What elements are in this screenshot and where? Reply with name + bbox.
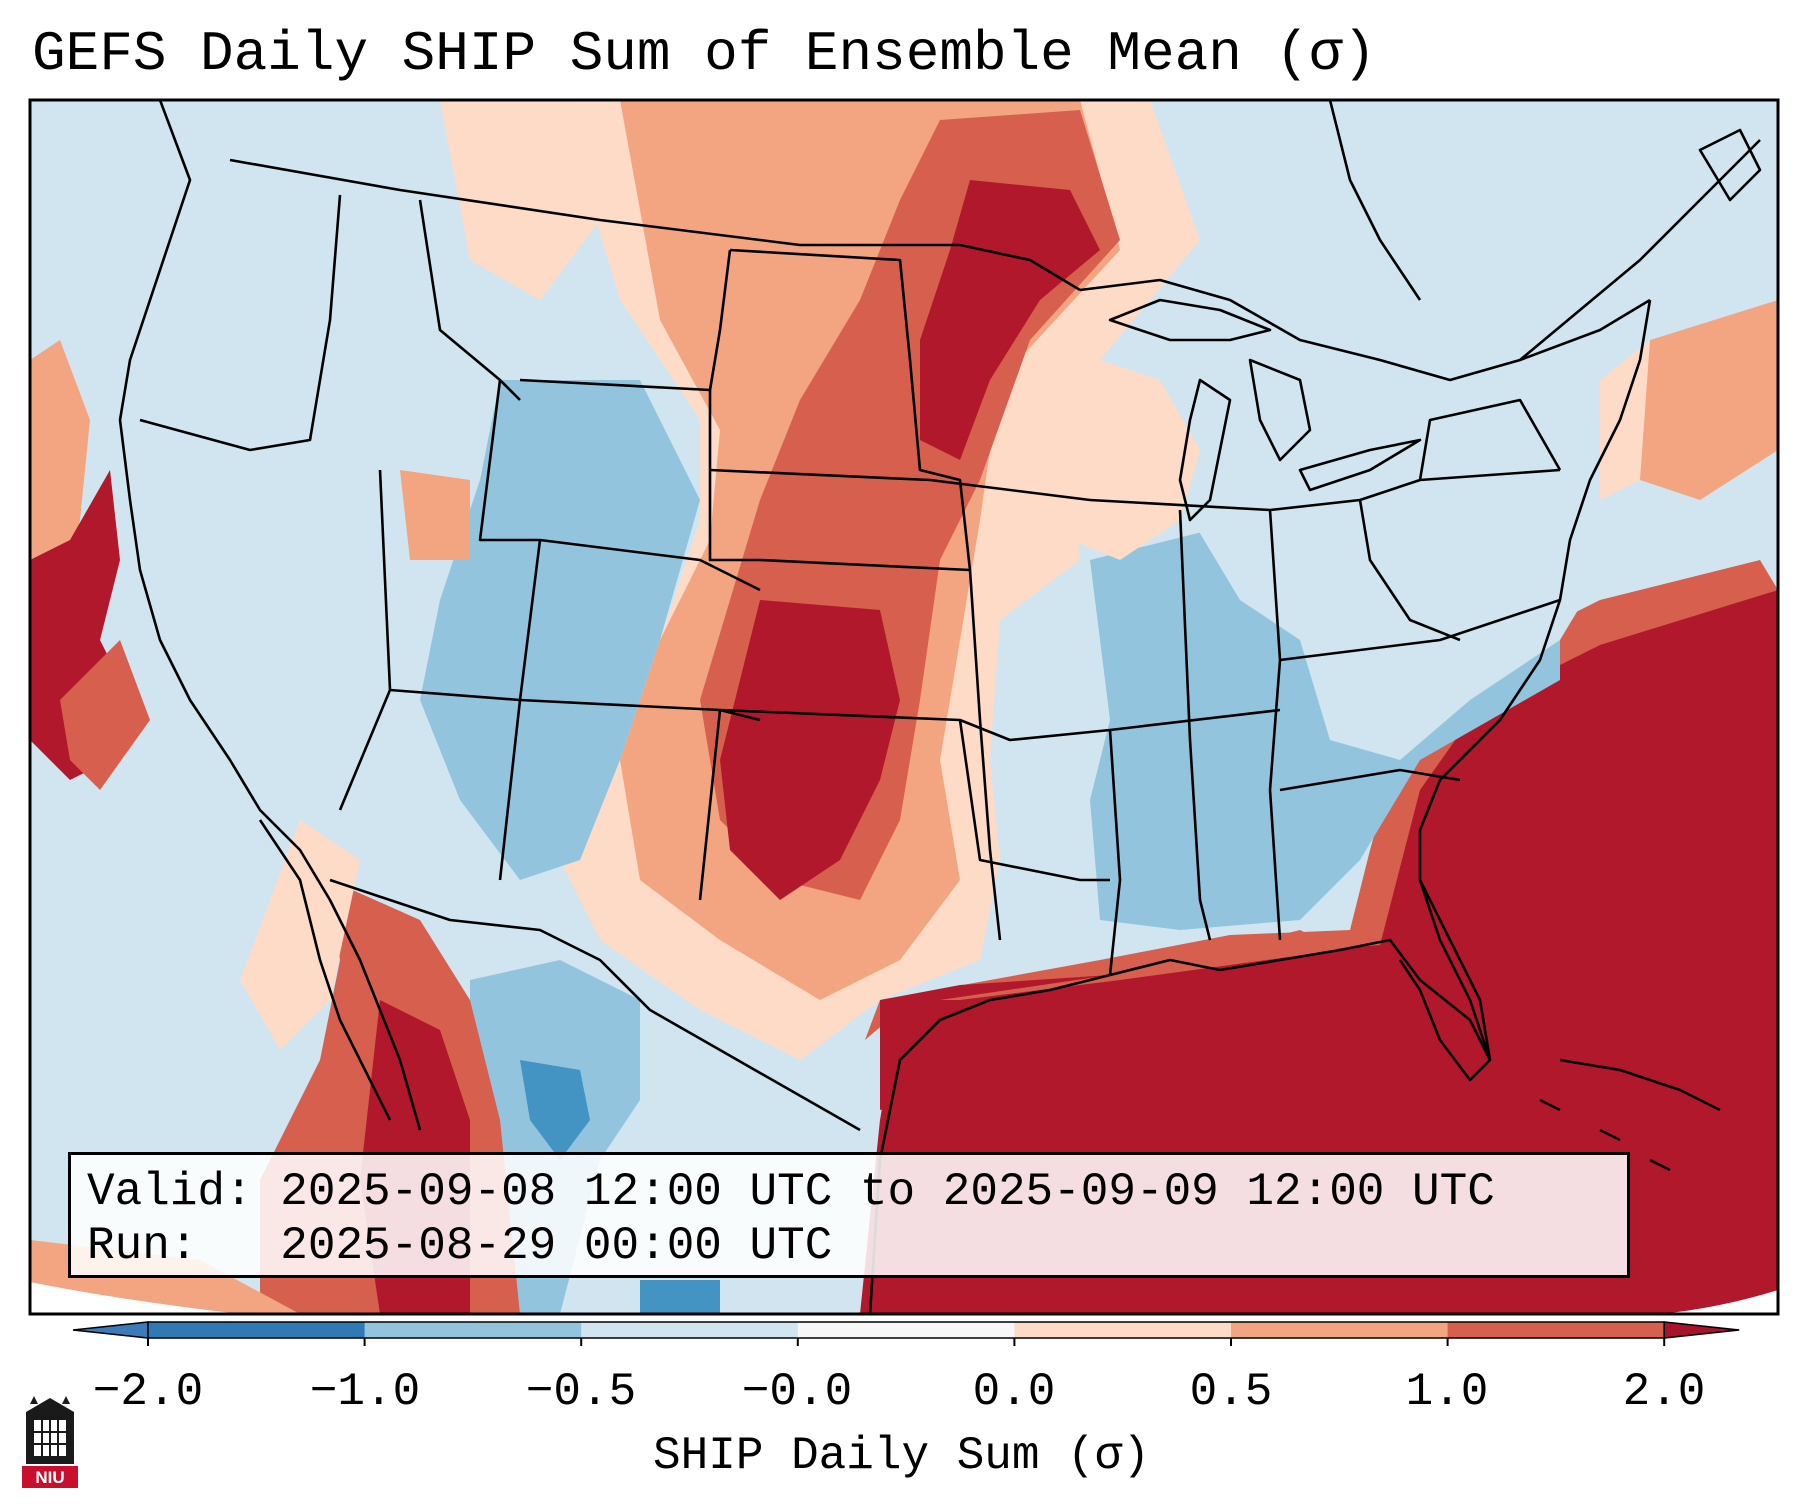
state-line-20	[1358, 499, 1461, 642]
colorbar-tick: −0.5	[525, 1366, 637, 1418]
lake-erie	[1298, 438, 1422, 492]
state-line-8	[708, 390, 971, 572]
colorbar-extend-high	[1663, 1321, 1740, 1339]
lake-superior	[1108, 298, 1272, 342]
map-title: GEFS Daily SHIP Sum of Ensemble Mean (σ)	[32, 22, 1377, 86]
state-line-19	[1279, 768, 1461, 792]
colorbar-tick: −2.0	[92, 1366, 204, 1418]
rockies-cool	[420, 380, 700, 880]
state-line-15	[1178, 509, 1212, 941]
borders	[118, 100, 1762, 1314]
colorbar-tick: −0.0	[741, 1366, 853, 1418]
run-line: Run: 2025-08-29 00:00 UTC	[87, 1220, 833, 1272]
colorbar-segment	[1447, 1322, 1665, 1338]
state-line-1	[139, 194, 342, 452]
newfoundland	[1698, 128, 1762, 202]
valid-run-box: Valid: 2025-09-08 12:00 UTC to 2025-09-0…	[68, 1152, 1630, 1278]
colorbar-segment	[1014, 1322, 1232, 1338]
baja-coast	[258, 819, 392, 1121]
gulf-edge	[940, 930, 1340, 1000]
niu-logo: NIU	[22, 1396, 78, 1488]
colorbar-label: SHIP Daily Sum (σ)	[653, 1430, 1150, 1482]
state-line-16	[1268, 509, 1282, 941]
colorbar-segment	[148, 1322, 366, 1338]
valid-line: Valid: 2025-09-08 12:00 UTC to 2025-09-0…	[87, 1166, 1495, 1218]
colorbar-segment	[581, 1322, 799, 1338]
east-cool-light	[1180, 470, 1620, 760]
niu-logo-text: NIU	[35, 1468, 64, 1487]
canada-border	[229, 158, 1081, 292]
west-coastline	[118, 100, 422, 1131]
colorbar-tick: 0.5	[1189, 1366, 1273, 1418]
southwest-cool-strong	[520, 1060, 590, 1160]
gulf-anomaly	[880, 975, 1110, 1110]
colorbar-tick: 2.0	[1622, 1366, 1706, 1418]
quebec-coast	[1519, 139, 1761, 361]
state-line-13	[958, 719, 1110, 882]
atlantic-coast	[1418, 299, 1652, 1061]
state-line-10	[709, 468, 1091, 502]
projection-edge	[30, 1282, 240, 1314]
plains-warm-max-north	[920, 180, 1100, 460]
colorbar-segment	[1231, 1322, 1449, 1338]
colorbar-tick: 0.0	[972, 1366, 1056, 1418]
colorbar-extend-low	[72, 1321, 149, 1339]
northeast-warm-light	[1600, 340, 1650, 500]
gulf-coast	[868, 938, 1492, 1314]
colorbar-tick: 1.0	[1405, 1366, 1489, 1418]
pacific-warm-strong	[60, 640, 150, 790]
midwest-warm-light	[1040, 360, 1200, 560]
caribbean-islands	[1539, 1098, 1671, 1172]
colorbar-segment	[364, 1322, 582, 1338]
state-line-2	[418, 199, 521, 401]
nrockies-warm	[440, 100, 600, 300]
plains-warm-max-south	[720, 600, 900, 900]
northeast-warm	[1630, 300, 1778, 500]
niu-building-icon	[26, 1396, 74, 1464]
cuba	[1559, 1058, 1721, 1112]
mexico-border	[329, 878, 861, 1132]
state-line-9	[729, 248, 1002, 941]
colorbar	[72, 1321, 1740, 1346]
lake-huron	[1248, 358, 1312, 462]
utah-warm	[400, 470, 470, 560]
map-frame	[28, 98, 1780, 1316]
florida	[1398, 879, 1492, 1082]
ship-anomaly-map	[28, 98, 1780, 1346]
state-line-18	[1279, 598, 1561, 662]
lake-michigan	[1178, 378, 1232, 522]
colorbar-segment	[797, 1322, 1015, 1338]
state-line-7	[389, 688, 761, 722]
projection-edge-right	[1660, 1290, 1778, 1314]
colorbar-outline	[147, 1321, 1665, 1339]
bottom-cool-strong	[640, 1280, 720, 1314]
state-line-3	[519, 249, 732, 392]
hudson-bay-edge	[1328, 100, 1422, 301]
state-line-14	[1108, 729, 1122, 976]
great-lakes-north	[1079, 278, 1651, 382]
state-line-11	[719, 708, 1281, 742]
state-line-12	[698, 709, 722, 901]
colorbar-tick: −1.0	[309, 1366, 421, 1418]
state-line-21	[1418, 398, 1562, 481]
